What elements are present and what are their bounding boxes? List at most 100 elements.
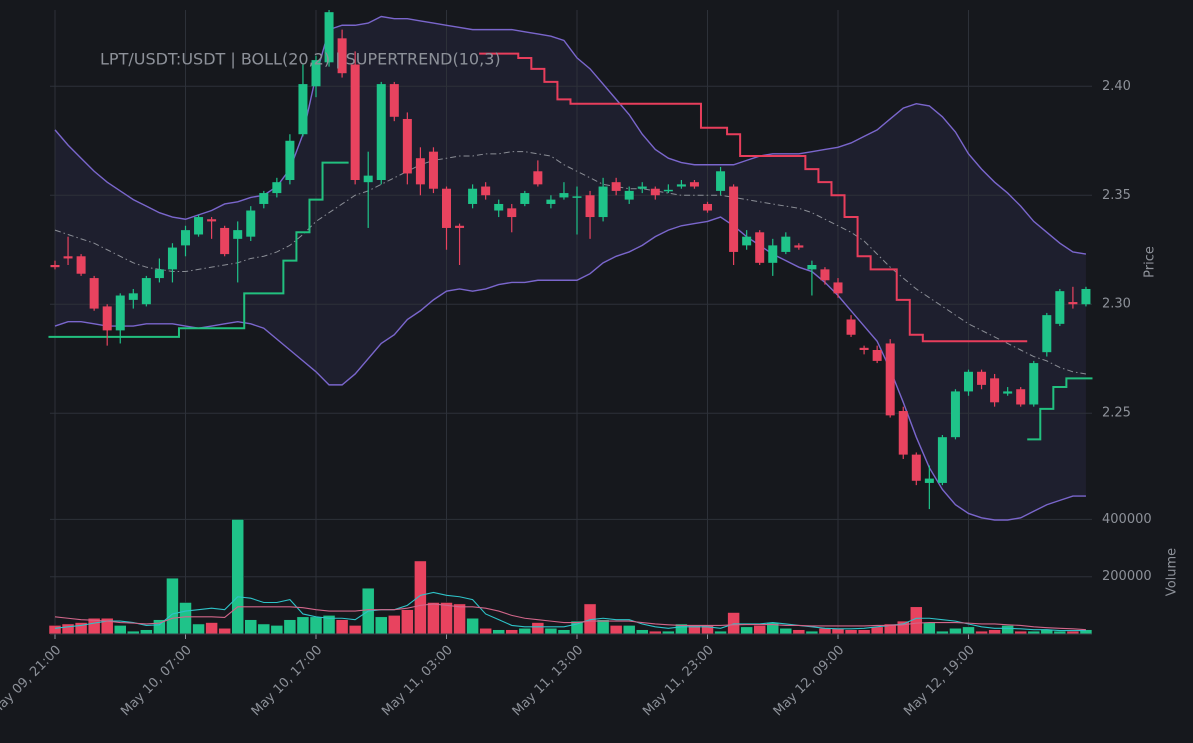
candle-body (272, 182, 282, 194)
supertrend-line (479, 52, 1028, 343)
candle-body (350, 64, 360, 180)
volume-bar (61, 623, 75, 635)
volume-bar (844, 629, 858, 635)
volume-bar (753, 625, 766, 635)
volume-bar (453, 603, 466, 635)
candle-body (1068, 302, 1078, 305)
volume-bar (636, 629, 649, 635)
candle-body (859, 347, 869, 350)
candle-body (1016, 389, 1026, 405)
volume-bar (492, 629, 505, 635)
volume-bar (897, 620, 910, 635)
band-fill (55, 16, 1086, 521)
supertrend-line (48, 161, 1093, 441)
volume-bar (309, 616, 323, 635)
candle-body (781, 236, 791, 252)
candle-body (820, 269, 830, 281)
candle-body (572, 196, 582, 198)
volume-bar (192, 623, 205, 635)
candle-body (742, 236, 752, 246)
candle-body (141, 278, 151, 305)
volume-bar (988, 629, 1001, 635)
candle-body (181, 230, 190, 246)
candle-body (533, 171, 543, 185)
candle-body (63, 256, 73, 259)
candle-body (663, 189, 673, 192)
candle-body (298, 84, 308, 135)
candle-body (259, 193, 269, 204)
volume-bar (166, 577, 179, 635)
candle-body (1042, 315, 1052, 353)
candle-body (898, 411, 908, 455)
volume-bar (283, 619, 297, 635)
candle-body (598, 186, 608, 218)
volume-bar (544, 628, 558, 635)
candle-body (468, 188, 478, 204)
volume-bar (596, 619, 610, 635)
candle-body (768, 245, 778, 263)
candle-body (703, 203, 712, 211)
y-axis-label: Volume (1165, 548, 1180, 596)
volume-bar (779, 628, 793, 635)
candle-body (885, 343, 895, 416)
candle-body (689, 182, 699, 187)
candle-body (611, 182, 621, 191)
volume-bar (244, 619, 257, 635)
volume-bar (727, 612, 740, 635)
volume-bar (375, 616, 388, 635)
candle-body (76, 256, 86, 274)
candle-body (246, 210, 256, 237)
bollinger-line (54, 15, 1087, 255)
candle-body (911, 454, 921, 481)
volume-bar (427, 602, 440, 635)
candle-body (559, 193, 569, 198)
volume-bar (505, 629, 518, 635)
volume-bar (257, 623, 271, 635)
candle-body (220, 227, 230, 255)
volume-bar (557, 629, 571, 635)
candle-body (389, 84, 399, 117)
volume-bar (48, 625, 62, 635)
candle-body (650, 188, 660, 196)
candle-body (428, 151, 438, 189)
candle-body (624, 190, 634, 200)
candle-body (546, 199, 556, 204)
volume-average-line (54, 603, 1086, 631)
volume-bar (792, 629, 806, 635)
volume-bar (270, 625, 284, 635)
volume-bar (870, 626, 884, 635)
candle-body (755, 232, 765, 263)
volume-bar (1001, 625, 1014, 635)
volume-bar (466, 617, 479, 635)
candle-body (729, 186, 739, 252)
candle-body (794, 245, 804, 248)
y-tick-label: 400000 (1102, 512, 1152, 527)
candle-body (455, 225, 465, 228)
volume-bar (949, 628, 962, 635)
volume-bar (923, 622, 936, 635)
candle-body (494, 203, 504, 211)
volume-bar (179, 602, 192, 635)
volume-bar (609, 625, 623, 635)
y-tick-label: 2.40 (1102, 79, 1131, 94)
volume-bar (740, 626, 753, 635)
volume-bar (388, 615, 401, 635)
candle-body (846, 319, 856, 335)
volume-bar (857, 629, 871, 635)
volume-bar (296, 616, 310, 635)
candle-body (716, 171, 726, 191)
y-tick-label: 2.30 (1102, 297, 1131, 312)
candle-body (154, 269, 164, 279)
candle-body (872, 350, 882, 361)
y-tick-label: 2.25 (1102, 406, 1131, 421)
volume-bar (414, 560, 427, 635)
candle-body (481, 186, 491, 196)
volume-bar (231, 519, 244, 635)
volume-bar (114, 625, 127, 635)
candle-body (285, 140, 295, 180)
candle-body (115, 295, 125, 331)
y-axis-label: Price (1143, 246, 1158, 278)
candle-body (89, 278, 99, 309)
